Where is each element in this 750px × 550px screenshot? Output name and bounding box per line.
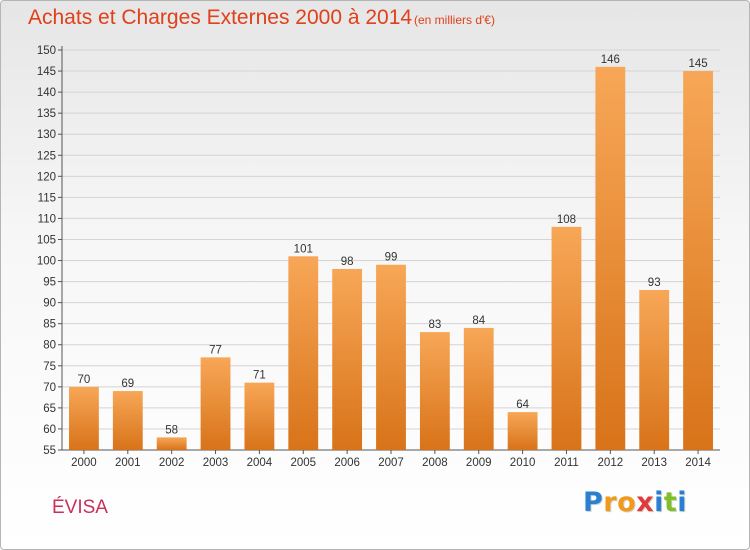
y-tick-label: 140	[37, 87, 56, 99]
logo-letter: i	[677, 487, 688, 518]
y-tick-label: 85	[43, 319, 56, 331]
y-tick-label: 60	[43, 424, 56, 436]
y-tick-label: 125	[37, 150, 56, 162]
x-tick-label: 2012	[598, 457, 624, 469]
bar-value-label: 99	[385, 252, 398, 264]
bar-2014	[683, 71, 713, 450]
bar-value-label: 84	[472, 315, 485, 327]
bar-2000	[69, 386, 99, 450]
y-tick-label: 65	[43, 403, 56, 415]
bar-2001	[112, 391, 143, 450]
x-tick-label: 2007	[378, 457, 404, 469]
bar-value-label: 64	[516, 399, 529, 411]
x-tick-label: 2011	[554, 457, 579, 469]
bar-value-label: 83	[428, 319, 441, 331]
y-tick-label: 130	[37, 129, 56, 141]
y-tick-labels: 55 60 65 70 75 80 85 90 95 100 105 110 115 120 125 130 1…	[37, 45, 56, 457]
bar-2004	[244, 382, 275, 450]
bar-2007	[376, 264, 406, 450]
y-tick-label: 90	[43, 298, 56, 310]
bar-value-label: 71	[253, 370, 266, 382]
bar-2006	[332, 268, 363, 450]
bar-value-label: 77	[209, 344, 222, 356]
logo-letter: P	[583, 487, 604, 518]
bar-2012	[595, 66, 626, 450]
bar-value-label: 101	[294, 243, 313, 255]
bar-value-label: 108	[557, 214, 576, 226]
bar-value-label: 58	[165, 424, 178, 436]
y-tick-label: 55	[43, 445, 56, 457]
x-tick-label: 2002	[159, 457, 185, 469]
x-tick-label: 2009	[466, 457, 492, 469]
y-tick-label: 145	[37, 66, 56, 78]
x-tick-label: 2003	[203, 457, 229, 469]
x-tick-label: 2006	[334, 457, 360, 469]
bar-value-label: 93	[648, 277, 661, 289]
x-tick-label: 2008	[422, 457, 448, 469]
x-tick-label: 2010	[510, 457, 536, 469]
bar-value-label: 69	[121, 378, 134, 390]
x-tick-label: 2014	[685, 457, 711, 469]
y-tick-label: 150	[37, 45, 56, 57]
y-tick-label: 80	[43, 340, 56, 352]
bar-2002	[156, 437, 187, 450]
y-tick-label: 100	[37, 256, 56, 268]
proxiti-logo: Proxiti	[583, 487, 687, 518]
x-tick-label: 2001	[115, 457, 141, 469]
bars	[69, 66, 713, 450]
y-tick-label: 105	[37, 234, 56, 246]
bar-2013	[639, 290, 670, 450]
bar-value-label: 146	[601, 54, 620, 66]
logo-letter: o	[617, 487, 637, 518]
logo-letter: i	[654, 487, 664, 518]
bar-2010	[507, 412, 538, 450]
bar-2008	[419, 332, 450, 450]
x-tick-labels: 2000 2001 2002 2003 2004 2005 2006 2007 2008 2009…	[71, 450, 711, 469]
x-tick-label: 2004	[247, 457, 273, 469]
commune-name: ÉVISA	[52, 497, 108, 518]
bar-2009	[463, 327, 494, 450]
y-tick-label: 95	[43, 277, 56, 289]
bar-value-label: 145	[688, 58, 707, 70]
data-labels: 70 69 58 77 71 101 98 99 83 84 64 108 146 93 145	[78, 54, 708, 437]
chart-title: Achats et Charges Externes 2000 à 2014	[28, 6, 413, 29]
y-tick-label: 120	[37, 171, 56, 183]
y-tick-label: 75	[43, 361, 56, 373]
y-tick-label: 70	[43, 382, 56, 394]
y-tick-label: 115	[38, 192, 56, 204]
x-tick-label: 2000	[71, 457, 97, 469]
bar-value-label: 98	[341, 256, 354, 268]
y-tick-label: 110	[38, 213, 56, 225]
x-tick-label: 2013	[641, 457, 667, 469]
x-tick-label: 2005	[290, 457, 316, 469]
bar-2003	[200, 357, 231, 450]
logo-letter: r	[603, 487, 618, 518]
bar-2011	[551, 226, 582, 450]
chart-subtitle: (en milliers d'€)	[414, 13, 495, 27]
bar-2005	[288, 256, 319, 450]
logo-letter: t	[663, 487, 678, 518]
y-tick-label: 135	[37, 108, 56, 120]
logo-letter: x	[636, 487, 655, 518]
bar-value-label: 70	[78, 374, 91, 386]
